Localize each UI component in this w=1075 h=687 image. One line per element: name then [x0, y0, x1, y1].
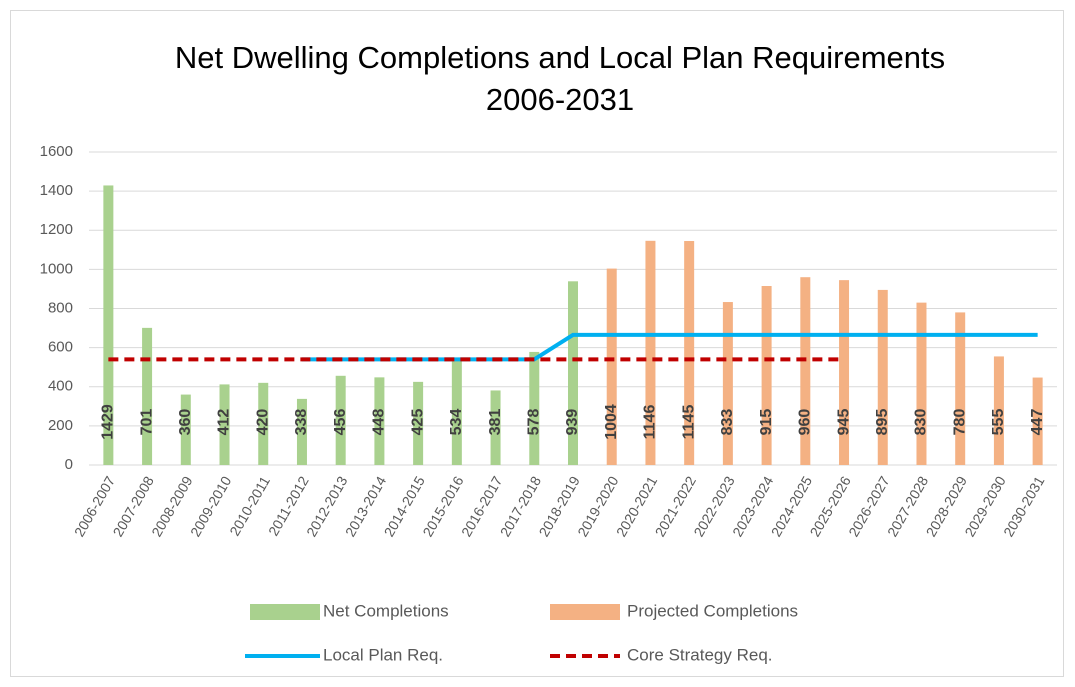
bar: [1032, 377, 1043, 465]
data-label: 412: [216, 409, 233, 436]
chart-title: 2006-2031: [486, 82, 634, 117]
data-label: 945: [835, 409, 852, 436]
data-label: 420: [254, 409, 271, 436]
data-label: 425: [409, 409, 426, 436]
bar: [296, 398, 307, 465]
legend-swatch: [250, 604, 320, 620]
data-label: 1146: [642, 405, 659, 440]
bar: [955, 312, 966, 465]
data-label: 360: [177, 409, 194, 436]
bar: [335, 375, 346, 465]
data-label: 578: [525, 409, 542, 436]
chart-border: [10, 10, 1064, 677]
bar: [761, 286, 772, 465]
bar: [568, 281, 578, 465]
data-label: 915: [758, 409, 775, 436]
y-tick-label: 1000: [40, 260, 73, 277]
data-label: 1429: [100, 404, 117, 440]
data-label: 701: [138, 409, 155, 436]
bar: [219, 384, 230, 465]
chart-title: Net Dwelling Completions and Local Plan …: [175, 40, 945, 75]
data-label: 1145: [680, 405, 697, 440]
data-label: 895: [874, 409, 891, 436]
y-tick-label: 200: [48, 417, 73, 434]
y-tick-label: 800: [48, 299, 73, 316]
bar: [374, 377, 385, 465]
data-label: 447: [1029, 409, 1046, 436]
legend-label: Projected Completions: [627, 601, 798, 620]
data-label: 1004: [603, 404, 620, 440]
legend-swatch: [550, 604, 620, 620]
bar: [606, 268, 617, 465]
bar: [103, 185, 114, 465]
bar: [258, 382, 269, 465]
bar: [413, 381, 424, 465]
data-label: 833: [719, 409, 736, 436]
bar: [916, 302, 927, 465]
data-label: 338: [293, 409, 310, 436]
legend-label: Net Completions: [323, 601, 449, 620]
bar: [142, 327, 153, 465]
data-label: 780: [951, 409, 968, 436]
bar: [839, 280, 850, 465]
data-label: 456: [332, 409, 349, 436]
data-label: 939: [564, 409, 581, 436]
y-tick-label: 600: [48, 339, 73, 356]
bar: [529, 351, 540, 465]
y-tick-label: 1200: [40, 221, 73, 238]
line: [301, 332, 1038, 362]
bar: [451, 360, 462, 465]
data-label: 448: [371, 409, 388, 436]
data-label: 555: [990, 409, 1007, 436]
y-tick-label: 0: [65, 456, 73, 473]
data-label: 830: [913, 409, 930, 436]
y-tick-label: 400: [48, 378, 73, 395]
bar: [490, 390, 501, 465]
bar: [877, 289, 888, 465]
bar: [800, 277, 811, 465]
bar: [993, 356, 1004, 465]
bar: [684, 241, 695, 465]
legend-label: Local Plan Req.: [323, 645, 443, 664]
data-label: 960: [797, 409, 814, 436]
y-tick-label: 1600: [40, 143, 73, 160]
bar: [645, 240, 656, 465]
data-label: 534: [448, 409, 465, 436]
y-tick-label: 1400: [40, 182, 73, 199]
bar: [722, 302, 733, 465]
bar: [180, 394, 191, 465]
legend-label: Core Strategy Req.: [627, 645, 773, 664]
data-label: 381: [487, 409, 504, 436]
